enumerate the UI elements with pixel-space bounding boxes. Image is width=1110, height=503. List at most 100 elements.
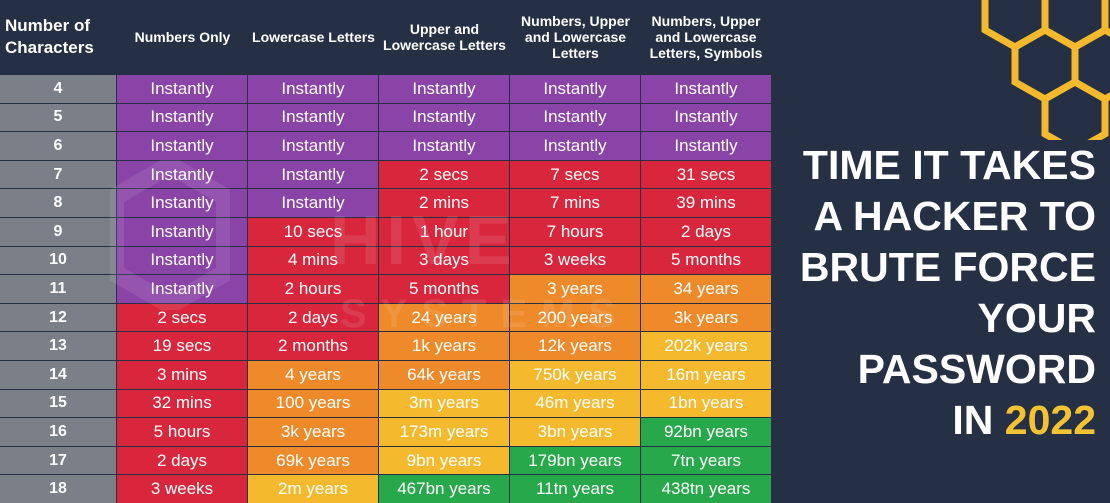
table-cell: 200 years — [510, 303, 640, 332]
table-cell: 4 mins — [248, 246, 378, 275]
table-cell: 5 months — [379, 275, 509, 303]
title-line-6: IN 2022 — [776, 395, 1096, 446]
title-year: 2022 — [1004, 397, 1096, 443]
table-cell: 2 hours — [248, 275, 378, 303]
table-cell: Instantly — [641, 132, 771, 160]
table-cell: 9bn years — [379, 446, 509, 475]
row-label-6: 6 — [0, 132, 116, 160]
table-cell: Instantly — [510, 132, 640, 160]
table-cell: 3 mins — [117, 361, 247, 389]
table-cell: Instantly — [248, 160, 378, 189]
table-cell: Instantly — [510, 75, 640, 103]
row-label-8: 8 — [0, 189, 116, 217]
row-label-13: 13 — [0, 332, 116, 360]
row-label-5: 5 — [0, 103, 116, 132]
row-label-17: 17 — [0, 446, 116, 475]
table-cell: 173m years — [379, 418, 509, 446]
table-cell: 2 months — [248, 332, 378, 360]
table-cell: 7tn years — [641, 446, 771, 475]
table-cell: 3 weeks — [510, 246, 640, 275]
table-cell: Instantly — [510, 103, 640, 132]
title-prefix: IN — [952, 397, 1005, 443]
table-cell: Instantly — [641, 75, 771, 103]
title-line-5: PASSWORD — [857, 346, 1096, 392]
title-line-1: TIME IT TAKES — [802, 142, 1096, 188]
table-cell: 39 mins — [641, 189, 771, 217]
row-label-14: 14 — [0, 361, 116, 389]
title-line-2: A HACKER TO — [813, 193, 1096, 239]
table-cell: Instantly — [248, 75, 378, 103]
table-cell: Instantly — [117, 132, 247, 160]
table-cell: 92bn years — [641, 418, 771, 446]
table-cell: Instantly — [117, 218, 247, 246]
table-cell: 34 years — [641, 275, 771, 303]
table-cell: Instantly — [117, 160, 247, 189]
infographic-title: TIME IT TAKES A HACKER TO BRUTE FORCE YO… — [776, 140, 1096, 446]
table-cell: 2m years — [248, 475, 378, 503]
table-cell: 19 secs — [117, 332, 247, 360]
table-cell: 2 days — [641, 218, 771, 246]
header-numbers-upper-lower-symbols: Numbers, Upper and Lowercase Letters, Sy… — [641, 0, 771, 74]
row-label-10: 10 — [0, 246, 116, 275]
table-cell: 2 days — [248, 303, 378, 332]
table-cell: 1bn years — [641, 389, 771, 418]
row-label-12: 12 — [0, 303, 116, 332]
table-cell: Instantly — [379, 103, 509, 132]
row-label-18: 18 — [0, 475, 116, 503]
title-line-4: YOUR — [977, 295, 1096, 341]
table-cell: 438tn years — [641, 475, 771, 503]
table-cell: 32 mins — [117, 389, 247, 418]
table-cell: 467bn years — [379, 475, 509, 503]
table-cell: 100 years — [248, 389, 378, 418]
table-cell: 3m years — [379, 389, 509, 418]
table-cell: 1k years — [379, 332, 509, 360]
table-cell: 4 years — [248, 361, 378, 389]
table-cell: 46m years — [510, 389, 640, 418]
header-numbers-upper-lower: Numbers, Upper and Lowercase Letters — [510, 0, 641, 74]
honeycomb-icon — [981, 0, 1110, 140]
table-cell: 3 days — [379, 246, 509, 275]
table-cell: 2 days — [117, 446, 247, 475]
table-cell: 2 secs — [379, 160, 509, 189]
table-cell: 179bn years — [510, 446, 640, 475]
table-cell: 202k years — [641, 332, 771, 360]
table-cell: 1 hour — [379, 218, 509, 246]
table-cell: 750k years — [510, 361, 640, 389]
table-cell: Instantly — [641, 103, 771, 132]
table-cell: 3k years — [641, 303, 771, 332]
table-cell: Instantly — [248, 132, 378, 160]
table-cell: Instantly — [248, 103, 378, 132]
table-cell: 7 mins — [510, 189, 640, 217]
table-cell: 69k years — [248, 446, 378, 475]
table-cell: Instantly — [379, 132, 509, 160]
table-cell: 31 secs — [641, 160, 771, 189]
table-cell: Instantly — [117, 246, 247, 275]
table-cell: 3 years — [510, 275, 640, 303]
table-cell: Instantly — [379, 75, 509, 103]
table-cell: 3 weeks — [117, 475, 247, 503]
table-cell: 5 hours — [117, 418, 247, 446]
header-numbers-only: Numbers Only — [117, 0, 248, 74]
table-cell: 10 secs — [248, 218, 378, 246]
table-cell: 12k years — [510, 332, 640, 360]
header-upper-lower: Upper and Lowercase Letters — [379, 0, 510, 74]
table-cell: 5 months — [641, 246, 771, 275]
row-label-16: 16 — [0, 418, 116, 446]
table-cell: 3k years — [248, 418, 378, 446]
header-number-of-characters: Number of Characters — [0, 0, 117, 74]
table-cell: Instantly — [117, 75, 247, 103]
table-cell: 7 secs — [510, 160, 640, 189]
row-label-9: 9 — [0, 218, 116, 246]
table-cell: 16m years — [641, 361, 771, 389]
table-cell: 2 mins — [379, 189, 509, 217]
table-cell: 7 hours — [510, 218, 640, 246]
title-line-3: BRUTE FORCE — [799, 244, 1096, 290]
table-cell: Instantly — [117, 103, 247, 132]
header-lowercase: Lowercase Letters — [248, 0, 379, 74]
row-label-7: 7 — [0, 160, 116, 189]
table-cell: 2 secs — [117, 303, 247, 332]
table-cell: Instantly — [117, 189, 247, 217]
table-cell: 3bn years — [510, 418, 640, 446]
table-cell: Instantly — [248, 189, 378, 217]
